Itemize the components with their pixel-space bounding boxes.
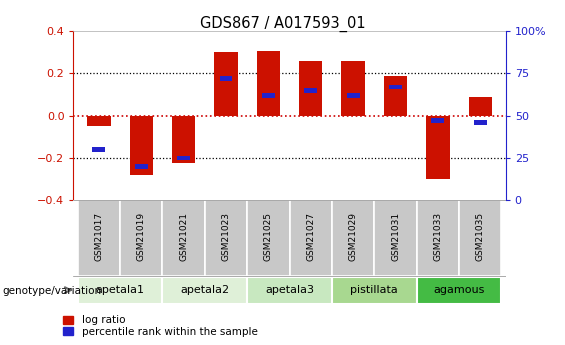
Text: GSM21029: GSM21029: [349, 212, 358, 261]
Text: GSM21023: GSM21023: [221, 212, 231, 261]
Bar: [120, 200, 163, 276]
Bar: [129, 116, 153, 175]
Bar: [214, 52, 238, 116]
Bar: [305, 88, 317, 92]
Text: apetala1: apetala1: [95, 285, 145, 295]
Bar: [289, 200, 332, 276]
Legend: log ratio, percentile rank within the sample: log ratio, percentile rank within the sa…: [62, 314, 258, 338]
Bar: [163, 200, 205, 276]
Text: apetala2: apetala2: [180, 285, 229, 295]
Bar: [205, 200, 247, 276]
Text: GSM21025: GSM21025: [264, 212, 273, 261]
Bar: [262, 93, 275, 98]
Text: GDS867 / A017593_01: GDS867 / A017593_01: [199, 16, 366, 32]
Bar: [172, 116, 195, 163]
Bar: [417, 200, 459, 276]
Bar: [426, 116, 450, 179]
Text: GSM21019: GSM21019: [137, 212, 146, 261]
Bar: [474, 120, 486, 125]
Bar: [299, 61, 323, 116]
Bar: [87, 116, 111, 126]
Text: pistillata: pistillata: [350, 285, 398, 295]
Text: genotype/variation: genotype/variation: [3, 286, 102, 296]
Text: GSM21021: GSM21021: [179, 212, 188, 261]
Bar: [389, 85, 402, 89]
Bar: [375, 200, 417, 276]
Bar: [220, 76, 232, 81]
Bar: [468, 97, 492, 116]
Bar: [459, 200, 502, 276]
Bar: [135, 164, 147, 169]
Bar: [341, 61, 365, 116]
Text: GSM21027: GSM21027: [306, 212, 315, 261]
Bar: [332, 200, 374, 276]
Bar: [432, 118, 444, 123]
Bar: [347, 93, 359, 98]
Text: GSM21031: GSM21031: [391, 212, 400, 261]
Text: apetala3: apetala3: [265, 285, 314, 295]
Text: agamous: agamous: [433, 285, 485, 295]
Bar: [93, 147, 105, 152]
Bar: [177, 156, 190, 160]
Bar: [78, 277, 163, 304]
Bar: [247, 277, 332, 304]
Bar: [163, 277, 247, 304]
Bar: [384, 77, 407, 116]
Text: GSM21017: GSM21017: [94, 212, 103, 261]
Text: GSM21035: GSM21035: [476, 212, 485, 261]
Text: GSM21033: GSM21033: [433, 212, 442, 261]
Bar: [332, 277, 417, 304]
Bar: [257, 51, 280, 116]
Bar: [78, 200, 120, 276]
Bar: [417, 277, 502, 304]
Bar: [247, 200, 290, 276]
